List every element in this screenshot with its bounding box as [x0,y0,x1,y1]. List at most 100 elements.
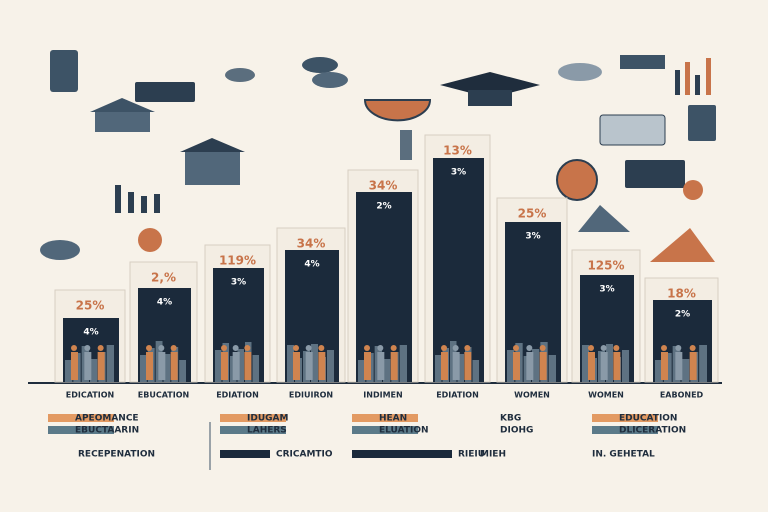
legend-label: IDUGAM [247,414,288,424]
bar-label: 34% [369,179,398,193]
category-label: WOMEN [514,391,550,400]
cat-icon [40,240,80,260]
graduation-cap [468,90,512,106]
person-body [97,352,105,380]
person-head [452,345,459,351]
building-silhouette [548,355,556,382]
coins-stack [400,130,412,160]
building-silhouette [215,350,222,382]
category-label: EDICATION [66,391,114,400]
bar-inner-label: 3% [525,232,540,242]
person-body [452,352,460,380]
building-silhouette [106,345,114,382]
person-body [539,352,547,380]
person-body [675,352,683,380]
person-head [364,345,370,351]
person-head [613,345,620,351]
legend-swatch [48,414,114,422]
building-silhouette [311,344,318,382]
person-head [84,345,91,351]
building-silhouette [65,360,73,382]
person-head [600,345,607,351]
legend-swatch [220,414,286,422]
person-body [377,352,385,380]
building-silhouette [472,360,479,382]
person-head [170,345,177,351]
footer-label: RECEPENATION [78,450,155,460]
person-head [97,345,104,351]
mini-chart [695,75,700,95]
bar-inner-label: 4% [83,328,98,338]
bar-inner-label: 3% [599,285,614,295]
legend-label: LAHERS [247,426,287,436]
graduation-cap [440,72,540,98]
building-silhouette [582,345,589,382]
building-silhouette [140,355,147,382]
bar-label: 25% [76,299,105,313]
building-silhouette [532,349,540,382]
coins-icon [312,72,348,88]
person-head [526,345,533,351]
building-silhouette [622,350,629,382]
mountain-icon [578,205,630,232]
bar-label: 13% [443,144,472,158]
person-head [539,345,546,351]
money-icon [599,114,666,146]
person-body [305,352,313,380]
footer-swatch [220,450,270,458]
person-body [661,352,668,380]
footer-label: MIEH [480,450,506,460]
person-head [318,345,325,351]
category-label: EDIUIRON [289,391,333,400]
person-head [661,345,667,351]
person-head [158,345,165,351]
bar-label: 2,% [151,271,176,285]
category-label: EDIATION [216,391,259,400]
bowl-icon [363,99,432,122]
person-body [293,352,300,380]
mini-chart [706,58,711,95]
person-body [244,352,252,380]
mini-chart [675,70,680,95]
category-label: EDIATION [436,391,479,400]
person-head [675,345,682,351]
legend-label: EBUCTAARIN [75,426,139,436]
person-head [689,345,696,351]
person-body [232,352,240,380]
footer-label: RIEIU [458,450,485,460]
person-head [464,345,471,351]
person-head [244,345,251,351]
pie-icon [138,228,162,252]
building-silhouette [435,355,442,382]
legend-label: DIOHG [500,426,533,436]
bar-inner-label: 3% [451,168,466,178]
person-body [146,352,153,380]
legend-label: ELUATION [379,426,429,436]
person-body [464,352,472,380]
bar-label: 34% [297,237,326,251]
person-head [390,345,397,351]
decorations [28,50,722,470]
building-silhouette [606,344,613,382]
footer-label: CRICAMTIO [276,450,333,460]
legend-swatch [48,426,114,434]
building-silhouette [655,360,663,382]
mini-chart [141,196,147,213]
person-body [221,352,228,380]
category-label: WOMEN [588,391,624,400]
building-silhouette [699,345,707,382]
clock-icon [556,159,598,201]
legend-label: HEAN [379,414,407,424]
person-body [364,352,371,380]
legend-swatch [352,414,418,422]
legend-swatch [220,426,286,434]
building-silhouette [163,354,171,382]
legend-label: DLICERATION [619,426,686,436]
person-head [71,345,77,351]
building-silhouette [358,360,366,382]
building-silhouette [681,359,690,382]
legend-label: EDUCATION [619,414,677,424]
calculator-icon [135,82,195,102]
person-body [613,352,621,380]
building-silhouette [383,359,391,382]
